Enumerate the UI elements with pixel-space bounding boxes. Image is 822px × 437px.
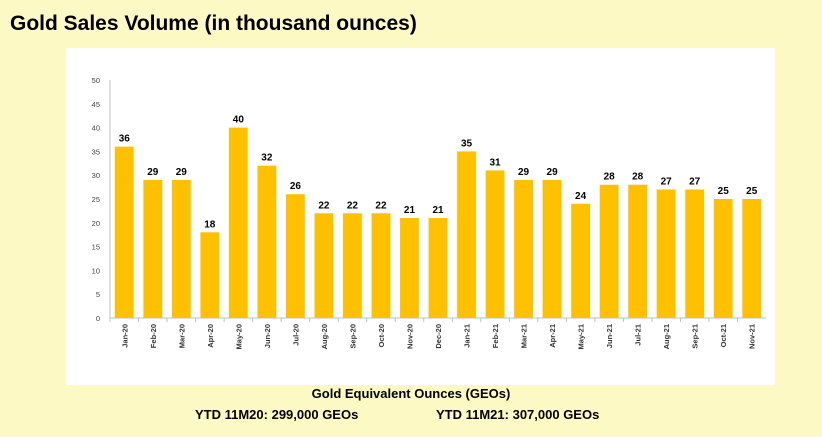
y-tick-label: 5 (96, 290, 100, 299)
bar (285, 194, 305, 318)
bar (514, 179, 533, 318)
bar (599, 184, 619, 318)
x-tick-label: Mar-21 (520, 324, 529, 348)
data-label: 22 (347, 200, 359, 211)
x-tick-label: Oct-20 (377, 324, 386, 347)
data-label: 22 (375, 200, 387, 211)
x-tick-label: Dec-20 (434, 324, 443, 349)
y-tick-label: 25 (92, 195, 100, 204)
x-tick-label: Jul-21 (634, 324, 643, 346)
x-tick-label: Feb-20 (149, 324, 158, 348)
y-tick-label: 10 (92, 266, 100, 275)
ytd-11m21-label: YTD 11M21: 307,000 GEOs (436, 407, 600, 422)
data-label: 28 (632, 172, 644, 183)
bar (200, 232, 220, 318)
x-tick-label: Sep-21 (691, 324, 700, 349)
x-tick-label: Feb-21 (491, 324, 500, 348)
x-tick-label: Aug-20 (320, 324, 329, 349)
x-tick-label: Oct-21 (719, 324, 728, 347)
bar (457, 151, 476, 318)
bar (371, 213, 391, 318)
bar (228, 127, 248, 318)
data-label: 27 (689, 176, 701, 187)
y-tick-label: 45 (92, 100, 100, 109)
bar (685, 189, 705, 318)
data-label: 40 (233, 115, 245, 126)
chart-panel: 0 5 10 15 20 25 30 35 40 45 50 36 Jan-20 29 Feb-20 29 Ma… (66, 48, 775, 385)
x-tick-label: Nov-21 (748, 324, 757, 349)
page-title: Gold Sales Volume (in thousand ounces) (10, 12, 417, 35)
data-label: 25 (746, 186, 758, 197)
y-tick-label: 40 (92, 124, 100, 133)
x-tick-label: Sep-20 (348, 324, 357, 349)
data-label: 25 (718, 186, 730, 197)
data-label: 29 (176, 167, 188, 178)
data-label: 29 (147, 167, 159, 178)
x-tick-label: Aug-21 (662, 324, 671, 349)
bar (171, 179, 191, 318)
x-tick-label: Apr-20 (206, 324, 215, 348)
y-tick-label: 35 (92, 147, 100, 156)
data-label: 35 (461, 138, 473, 149)
bar (314, 213, 334, 318)
data-label: 21 (432, 205, 444, 216)
x-tick-label: Jul-20 (291, 324, 300, 346)
bar (628, 184, 648, 318)
data-label: 31 (489, 157, 501, 168)
bar (143, 179, 163, 318)
x-tick-label: Apr-21 (548, 324, 557, 348)
data-label: 24 (575, 191, 587, 202)
x-tick-label: May-21 (577, 324, 586, 349)
y-tick-label: 50 (92, 76, 100, 85)
y-tick-label: 30 (92, 171, 100, 180)
data-label: 36 (119, 134, 131, 145)
data-label: 29 (518, 167, 530, 178)
x-tick-label: Jan-21 (463, 324, 472, 348)
data-label: 21 (404, 205, 416, 216)
bar (542, 179, 562, 318)
bar (571, 203, 591, 318)
data-label: 29 (547, 167, 559, 178)
data-label: 18 (204, 219, 216, 230)
x-tick-label: Nov-20 (405, 324, 414, 349)
bar (713, 199, 733, 318)
x-tick-label: May-20 (234, 324, 243, 349)
x-tick-label: Jun-21 (605, 324, 614, 348)
y-tick-label: 0 (96, 314, 100, 323)
bar (400, 218, 419, 318)
data-label: 32 (261, 153, 273, 164)
y-tick-label: 20 (92, 219, 100, 228)
bar (742, 199, 762, 318)
chart-caption: Gold Equivalent Ounces (GEOs) (311, 386, 511, 401)
data-label: 27 (661, 176, 673, 187)
data-label: 26 (290, 181, 302, 192)
data-label: 28 (604, 172, 616, 183)
bar (428, 218, 448, 318)
bar (257, 165, 277, 318)
bar (114, 146, 134, 318)
x-tick-label: Mar-20 (177, 324, 186, 348)
ytd-11m20-label: YTD 11M20: 299,000 GEOs (195, 407, 359, 422)
bar (485, 170, 505, 318)
data-label: 22 (318, 200, 330, 211)
x-tick-label: Jan-20 (120, 324, 129, 348)
x-tick-label: Jun-20 (263, 324, 272, 348)
bar (656, 189, 676, 318)
bar-chart: 0 5 10 15 20 25 30 35 40 45 50 36 Jan-20 29 Feb-20 29 Ma… (92, 76, 766, 349)
bar (343, 213, 362, 318)
y-tick-label: 15 (92, 243, 100, 252)
